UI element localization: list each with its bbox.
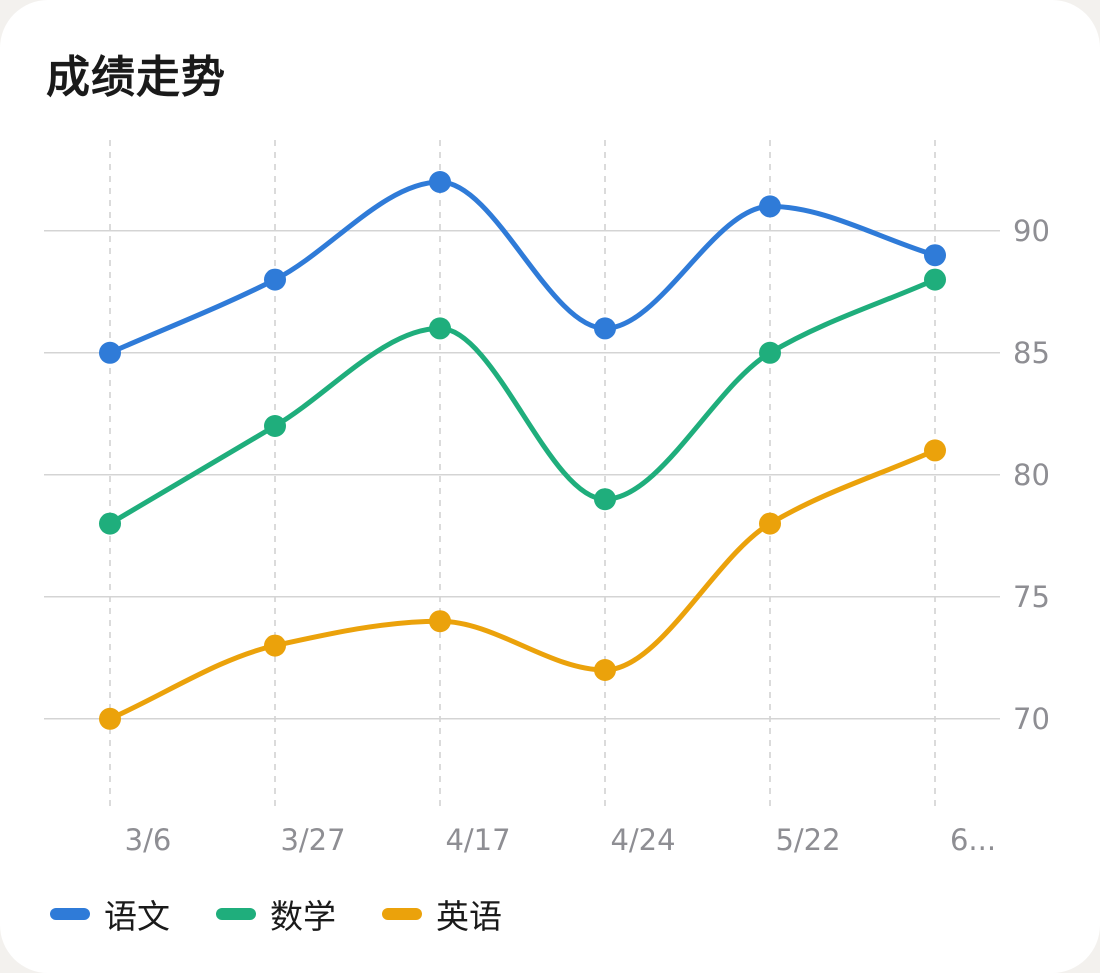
series-3-point [594,659,616,681]
series-3-point [429,610,451,633]
y-tick-label: 85 [1013,336,1050,370]
series-1-point [594,317,616,340]
x-tick-label: 3/6 [125,823,172,857]
legend-label: 数学 [270,897,336,936]
x-tick-label: 4/24 [610,823,675,857]
y-tick-label: 90 [1013,214,1050,248]
series-3-point [924,439,946,462]
series-2-point [594,488,616,511]
series-2-point [264,415,286,437]
legend-item[interactable]: 数学 [216,890,336,938]
series-1-point [759,195,781,218]
series-line-1 [107,179,938,356]
x-tick-label: 4/17 [445,823,510,857]
series-3-point [264,634,286,657]
x-tick-label: 5/22 [775,823,840,857]
legend-swatch [50,908,90,920]
series-2-point [759,341,781,364]
y-tick-label: 75 [1013,580,1050,614]
series-line-3 [107,447,938,722]
series-1-point [264,268,286,291]
y-tick-label: 80 [1013,458,1050,492]
x-tick-label: 3/27 [280,823,345,857]
legend-item[interactable]: 英语 [382,890,502,938]
series-1-point [99,341,121,364]
chart-title: 成绩走势 [46,52,226,103]
series-line-2 [107,277,938,527]
series-2-point [99,512,121,535]
legend-label: 语文 [104,897,170,936]
legend-item[interactable]: 语文 [50,890,170,938]
legend-swatch [382,908,422,920]
series-2-point [924,268,946,291]
legend-swatch [216,908,256,920]
series-3-point [99,707,121,730]
y-tick-label: 70 [1013,702,1050,736]
line-chart: 70 75 80 85 90 3/6 3/27 4/17 4/24 5/22 6... [44,140,1050,857]
series-3-point [759,512,781,535]
series-1-point [924,244,946,267]
chart-legend: 语文 数学 英语 [50,890,548,938]
legend-label: 英语 [436,897,502,936]
series-1-point [429,171,451,193]
series-2-point [429,317,451,340]
x-tick-label: 6... [950,823,996,857]
